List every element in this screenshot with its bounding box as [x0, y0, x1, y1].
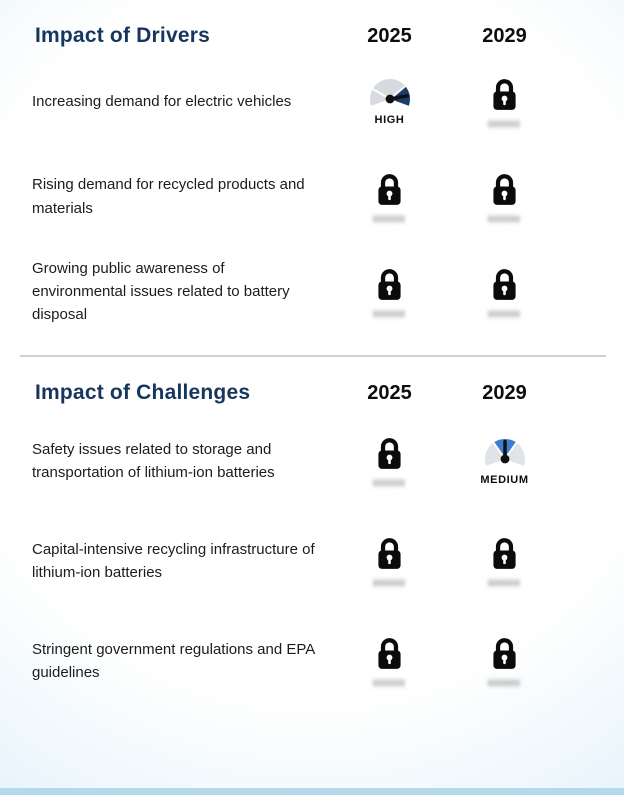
lock-icon [373, 435, 406, 473]
blurred-locked-text: ▮▮▮▮▮▮ [488, 213, 521, 223]
impact-cell-2029: ▮▮▮▮▮▮ [447, 171, 562, 223]
column-header-2029: 2029 [482, 24, 527, 47]
gauge-level-label: HIGH [374, 114, 405, 126]
table-row: Safety issues related to storage and tra… [0, 411, 624, 511]
blurred-locked-text: ▮▮▮▮▮▮ [373, 678, 406, 687]
lock-icon [488, 635, 521, 673]
impact-cell-2029: ▮▮▮▮▮▮ [447, 76, 562, 128]
table-row: Rising demand for recycled products and … [0, 149, 624, 244]
section-impact-of-challenges: Impact of Challenges 2025 2029 Safety is… [0, 357, 624, 711]
blurred-locked-text: ▮▮▮▮▮▮ [488, 308, 521, 318]
lock-icon [488, 76, 521, 114]
impact-cell-2025: ▮▮▮▮▮▮ [332, 171, 447, 223]
impact-cell-2025: ▮▮▮▮▮▮ [332, 535, 447, 587]
table-row: Growing public awareness of environmenta… [0, 244, 624, 339]
impact-cell-2025: ▮▮▮▮▮▮ [332, 635, 447, 687]
impact-cell-2025: HIGH [332, 77, 447, 126]
blurred-locked-text: ▮▮▮▮▮▮ [488, 578, 521, 587]
blurred-locked-text: ▮▮▮▮▮▮ [373, 308, 406, 318]
lock-icon [488, 535, 521, 573]
impact-cell-2025: ▮▮▮▮▮▮ [332, 435, 447, 487]
driver-label: Rising demand for recycled products and … [32, 176, 305, 217]
bottom-accent-bar [0, 788, 624, 795]
section-header: Impact of Challenges 2025 2029 [0, 357, 624, 411]
section-divider [20, 355, 606, 357]
section-title: Impact of Drivers [35, 24, 210, 47]
lock-icon [373, 535, 406, 573]
blurred-locked-text: ▮▮▮▮▮▮ [488, 678, 521, 687]
driver-label: Increasing demand for electric vehicles [32, 92, 292, 110]
section-header: Impact of Drivers 2025 2029 [0, 0, 624, 54]
column-header-2029: 2029 [482, 381, 527, 404]
impact-cell-2029: ▮▮▮▮▮▮ [447, 266, 562, 318]
lock-icon [488, 266, 521, 304]
impact-cell-2029: MEDIUM [447, 437, 562, 486]
section-title: Impact of Challenges [35, 381, 251, 404]
impact-cell-2025: ▮▮▮▮▮▮ [332, 266, 447, 318]
gauge-high-icon [364, 77, 416, 111]
lock-icon [373, 635, 406, 673]
blurred-locked-text: ▮▮▮▮▮▮ [373, 578, 406, 587]
column-header-2025: 2025 [367, 381, 412, 404]
impact-cell-2029: ▮▮▮▮▮▮ [447, 535, 562, 587]
section-impact-of-drivers: Impact of Drivers 2025 2029 Increasing d… [0, 0, 624, 339]
driver-label: Growing public awareness of environmenta… [32, 259, 290, 324]
table-row: Capital-intensive recycling infrastructu… [0, 511, 624, 611]
blurred-locked-text: ▮▮▮▮▮▮ [373, 478, 406, 487]
table-row: Stringent government regulations and EPA… [0, 611, 624, 711]
gauge-level-label: MEDIUM [480, 473, 529, 486]
table-row: Increasing demand for electric vehicles … [0, 54, 624, 149]
challenge-label: Stringent government regulations and EPA… [32, 640, 315, 681]
blurred-locked-text: ▮▮▮▮▮▮ [373, 213, 406, 223]
lock-icon [488, 171, 521, 209]
column-header-2025: 2025 [367, 24, 412, 47]
lock-icon [373, 266, 406, 304]
lock-icon [373, 171, 406, 209]
impact-cell-2029: ▮▮▮▮▮▮ [447, 635, 562, 687]
gauge-medium-icon [479, 437, 531, 471]
challenge-label: Capital-intensive recycling infrastructu… [32, 540, 315, 581]
blurred-locked-text: ▮▮▮▮▮▮ [488, 118, 521, 128]
challenge-label: Safety issues related to storage and tra… [32, 440, 275, 481]
